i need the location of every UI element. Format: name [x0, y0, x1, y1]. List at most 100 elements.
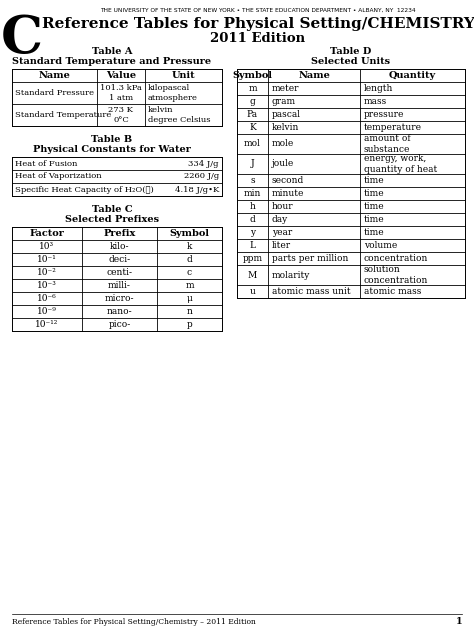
- Text: n: n: [187, 307, 192, 316]
- Bar: [12, 227, 222, 331]
- Text: Reference Tables for Physical Setting/CHEMISTRY: Reference Tables for Physical Setting/CH…: [42, 17, 474, 31]
- Text: day: day: [272, 215, 288, 224]
- Text: pascal: pascal: [272, 110, 301, 119]
- Text: atomic mass unit: atomic mass unit: [272, 287, 351, 296]
- Text: Name: Name: [38, 71, 71, 80]
- Text: Symbol: Symbol: [233, 71, 273, 80]
- Text: m: m: [185, 281, 194, 290]
- Text: concentration: concentration: [364, 254, 428, 263]
- Text: time: time: [364, 215, 384, 224]
- Text: Standard Temperature and Pressure: Standard Temperature and Pressure: [12, 56, 211, 66]
- Text: Heat of Vaporization: Heat of Vaporization: [15, 173, 101, 181]
- Text: liter: liter: [272, 241, 291, 250]
- Text: ppm: ppm: [242, 254, 263, 263]
- Text: Standard Temperature: Standard Temperature: [15, 111, 111, 119]
- Text: Specific Heat Capacity of H₂O(ℓ): Specific Heat Capacity of H₂O(ℓ): [15, 186, 154, 193]
- Text: d: d: [187, 255, 192, 264]
- Text: Table D: Table D: [330, 47, 372, 56]
- Text: parts per million: parts per million: [272, 254, 348, 263]
- Text: nano-: nano-: [107, 307, 132, 316]
- Text: Unit: Unit: [172, 71, 195, 80]
- Text: 101.3 kPa
1 atm: 101.3 kPa 1 atm: [100, 85, 142, 102]
- Text: 10⁻⁹: 10⁻⁹: [37, 307, 57, 316]
- Text: gram: gram: [272, 97, 296, 106]
- Text: atomic mass: atomic mass: [364, 287, 421, 296]
- Text: u: u: [250, 287, 255, 296]
- Text: 2260 J/g: 2260 J/g: [184, 173, 219, 181]
- Text: K: K: [249, 123, 256, 132]
- Text: μ: μ: [187, 294, 192, 303]
- Text: k: k: [187, 242, 192, 251]
- Text: year: year: [272, 228, 292, 237]
- Text: 10⁻¹²: 10⁻¹²: [35, 320, 59, 329]
- Text: 1: 1: [456, 617, 462, 626]
- Text: minute: minute: [272, 189, 304, 198]
- Text: J: J: [251, 159, 255, 169]
- Text: THE UNIVERSITY OF THE STATE OF NEW YORK • THE STATE EDUCATION DEPARTMENT • ALBAN: THE UNIVERSITY OF THE STATE OF NEW YORK …: [100, 8, 416, 13]
- Text: 10⁻²: 10⁻²: [37, 268, 57, 277]
- Text: p: p: [187, 320, 192, 329]
- Text: centi-: centi-: [107, 268, 133, 277]
- Text: Selected Prefixes: Selected Prefixes: [65, 214, 159, 224]
- Text: Physical Constants for Water: Physical Constants for Water: [33, 145, 191, 154]
- Text: micro-: micro-: [105, 294, 134, 303]
- Text: second: second: [272, 176, 304, 185]
- Bar: [237, 69, 465, 298]
- Text: c: c: [187, 268, 192, 277]
- Text: meter: meter: [272, 84, 300, 93]
- Text: Standard Pressure: Standard Pressure: [15, 89, 94, 97]
- Text: d: d: [250, 215, 255, 224]
- Text: time: time: [364, 189, 384, 198]
- Text: molarity: molarity: [272, 270, 310, 279]
- Text: 10⁻⁶: 10⁻⁶: [37, 294, 57, 303]
- Text: Symbol: Symbol: [170, 229, 210, 238]
- Text: energy, work,
quantity of heat: energy, work, quantity of heat: [364, 154, 437, 174]
- Text: amount of
substance: amount of substance: [364, 135, 410, 154]
- Text: temperature: temperature: [364, 123, 422, 132]
- Text: 4.18 J/g•K: 4.18 J/g•K: [174, 186, 219, 193]
- Text: time: time: [364, 176, 384, 185]
- Text: m: m: [248, 84, 257, 93]
- Text: Selected Units: Selected Units: [311, 56, 391, 66]
- Text: 10⁻¹: 10⁻¹: [37, 255, 57, 264]
- Text: C: C: [1, 13, 43, 63]
- Text: pico-: pico-: [109, 320, 131, 329]
- Text: time: time: [364, 202, 384, 211]
- Text: length: length: [364, 84, 393, 93]
- Text: mass: mass: [364, 97, 387, 106]
- Text: kilopascal
atmosphere: kilopascal atmosphere: [148, 85, 198, 102]
- Text: time: time: [364, 228, 384, 237]
- Text: M: M: [248, 270, 257, 279]
- Text: 10³: 10³: [39, 242, 55, 251]
- Text: Pa: Pa: [247, 110, 258, 119]
- Text: solution
concentration: solution concentration: [364, 265, 428, 284]
- Text: joule: joule: [272, 159, 294, 169]
- Text: mol: mol: [244, 140, 261, 149]
- Bar: [12, 69, 222, 126]
- Text: hour: hour: [272, 202, 293, 211]
- Text: Table B: Table B: [91, 135, 133, 145]
- Text: milli-: milli-: [108, 281, 131, 290]
- Text: 273 K
0°C: 273 K 0°C: [109, 106, 134, 124]
- Text: kelvin
degree Celsius: kelvin degree Celsius: [148, 106, 210, 124]
- Text: Table C: Table C: [91, 205, 132, 214]
- Text: L: L: [249, 241, 255, 250]
- Text: 2011 Edition: 2011 Edition: [210, 32, 306, 44]
- Text: Value: Value: [106, 71, 136, 80]
- Text: s: s: [250, 176, 255, 185]
- Text: pressure: pressure: [364, 110, 404, 119]
- Text: kilo-: kilo-: [110, 242, 129, 251]
- Text: Reference Tables for Physical Setting/Chemistry – 2011 Edition: Reference Tables for Physical Setting/Ch…: [12, 618, 256, 626]
- Text: Factor: Factor: [29, 229, 64, 238]
- Text: g: g: [250, 97, 255, 106]
- Text: Prefix: Prefix: [103, 229, 136, 238]
- Text: Quantity: Quantity: [389, 71, 436, 80]
- Text: y: y: [250, 228, 255, 237]
- Text: Name: Name: [298, 71, 330, 80]
- Text: volume: volume: [364, 241, 397, 250]
- Text: Heat of Fusion: Heat of Fusion: [15, 159, 77, 167]
- Text: deci-: deci-: [109, 255, 130, 264]
- Text: 10⁻³: 10⁻³: [37, 281, 57, 290]
- Text: Table A: Table A: [92, 47, 132, 56]
- Text: mole: mole: [272, 140, 294, 149]
